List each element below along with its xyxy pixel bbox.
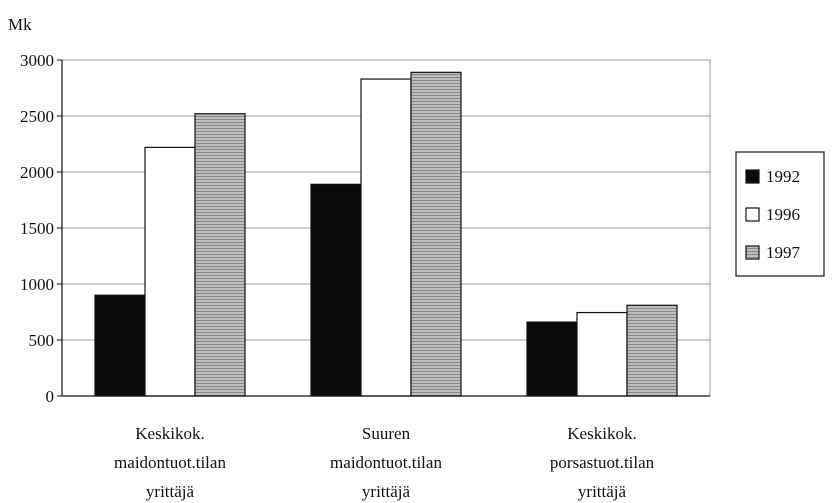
y-tick-label: 1500 <box>20 219 54 238</box>
category-label-line: Suuren <box>362 424 411 443</box>
category-label: Keskikok. maidontuot.tilan yrittäjä <box>114 424 226 501</box>
bars <box>94 71 678 397</box>
bar-1996-0 <box>144 146 196 397</box>
y-tick-label: 2000 <box>20 163 54 182</box>
y-tick-label: 2500 <box>20 107 54 126</box>
category-label-line: maidontuot.tilan <box>330 453 442 472</box>
legend: 1992 1996 1997 <box>735 151 825 277</box>
category-label-line: maidontuot.tilan <box>114 453 226 472</box>
category-label-line: Keskikok. <box>135 424 204 443</box>
category-label: Suuren maidontuot.tilan yrittäjä <box>330 424 442 501</box>
bar-1997-0 <box>194 113 246 397</box>
legend-label-1996: 1996 <box>766 205 800 224</box>
axes <box>57 59 710 397</box>
bar-1997-2 <box>626 304 678 397</box>
category-label-line: porsastuot.tilan <box>550 453 655 472</box>
legend-swatch-1996 <box>745 207 760 222</box>
bar-1992-1 <box>310 183 362 397</box>
category-label-line: Keskikok. <box>567 424 636 443</box>
category-label-line: yrittäjä <box>578 482 627 501</box>
legend-label-1997: 1997 <box>766 243 801 262</box>
y-axis-label: Mk <box>8 15 32 34</box>
bar-1992-2 <box>526 321 578 397</box>
bar-1996-1 <box>360 78 412 397</box>
category-label: Keskikok. porsastuot.tilan yrittäjä <box>550 424 655 501</box>
category-label-line: yrittäjä <box>362 482 411 501</box>
legend-label-1992: 1992 <box>766 167 800 186</box>
y-tick-label: 1000 <box>20 275 54 294</box>
y-tick-label: 3000 <box>20 51 54 70</box>
bar-1996-2 <box>576 311 628 397</box>
bar-1992-0 <box>94 294 146 397</box>
category-label-line: yrittäjä <box>146 482 195 501</box>
bar-1997-1 <box>410 71 462 397</box>
category-labels: Keskikok. maidontuot.tilan yrittäjä Suuren m… <box>114 424 655 501</box>
legend-swatch-1992 <box>745 169 760 184</box>
y-tick-labels: 0 500 1000 1500 2000 2500 3000 <box>20 51 54 406</box>
y-tick-label: 0 <box>46 387 55 406</box>
legend-swatch-1997 <box>745 245 760 260</box>
y-tick-label: 500 <box>29 331 55 350</box>
